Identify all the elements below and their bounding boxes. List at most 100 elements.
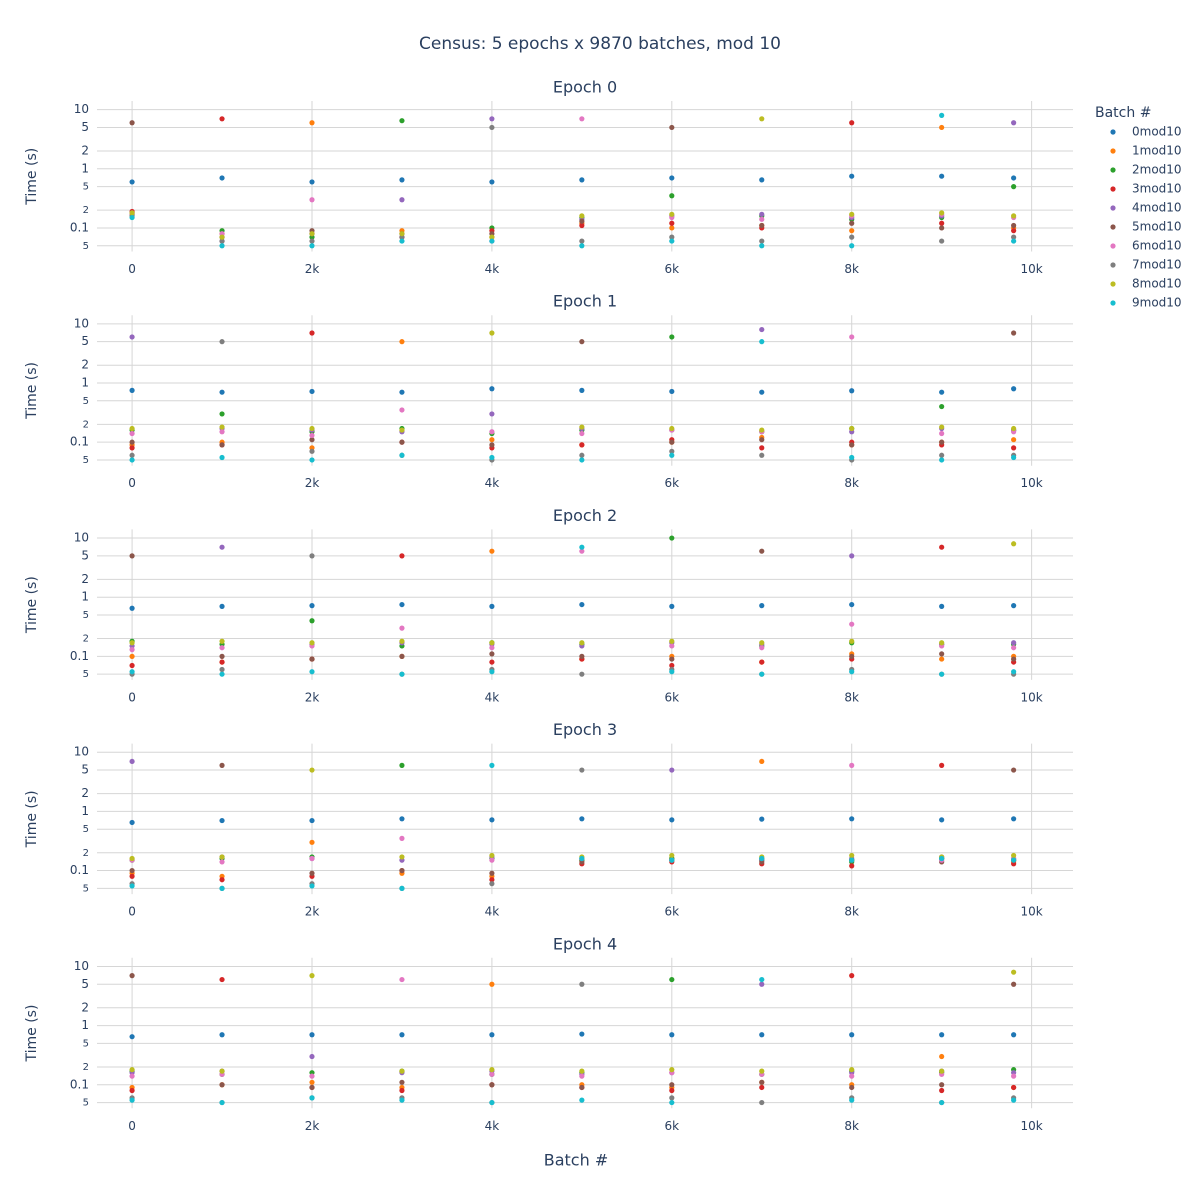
x-tick-label: 10k [1021, 905, 1043, 919]
point [129, 605, 135, 611]
point [579, 1073, 585, 1079]
y-tick-label: 5 [83, 455, 89, 466]
point [219, 411, 225, 417]
point [309, 1053, 315, 1060]
point [489, 1071, 495, 1077]
point [129, 553, 135, 559]
y-tick-label: 5 [81, 548, 89, 562]
point [759, 976, 765, 983]
point [1011, 238, 1017, 244]
point [939, 1087, 945, 1094]
point [939, 225, 945, 231]
y-tick-label: 0.1 [70, 435, 89, 449]
point [759, 243, 765, 249]
point [939, 220, 945, 226]
x-tick-label: 6k [665, 262, 680, 276]
point [219, 1032, 225, 1038]
y-tick-label: 10 [74, 745, 89, 759]
point [129, 1067, 135, 1073]
point [399, 601, 405, 608]
point [849, 1084, 855, 1091]
x-tick-label: 0 [128, 905, 136, 919]
point [309, 817, 315, 824]
y-axis-title: Time (s) [24, 576, 40, 634]
y-tick-label: 0.1 [70, 649, 89, 663]
point [129, 120, 135, 126]
point [669, 1095, 675, 1101]
point [489, 817, 495, 823]
point [849, 243, 855, 249]
point [219, 817, 225, 824]
point [759, 216, 765, 222]
point [1011, 213, 1017, 219]
legend-marker [1110, 243, 1116, 249]
x-tick-label: 6k [665, 1119, 680, 1133]
point [399, 439, 405, 445]
point [399, 653, 405, 659]
point [939, 457, 945, 463]
point [489, 429, 495, 435]
point [939, 439, 945, 445]
point [849, 211, 855, 217]
point [669, 852, 675, 859]
point [939, 1099, 945, 1106]
point [129, 334, 135, 340]
point [849, 220, 855, 226]
x-tick-label: 2k [305, 1119, 320, 1133]
point [399, 1079, 405, 1085]
x-tick-label: 6k [665, 905, 680, 919]
point [579, 243, 585, 249]
point [1011, 767, 1017, 773]
point [219, 859, 225, 865]
point [219, 762, 225, 768]
point [129, 1097, 135, 1103]
point [219, 1068, 225, 1074]
point [849, 173, 855, 179]
point [579, 816, 585, 822]
point [669, 976, 675, 983]
point [669, 124, 675, 131]
point [489, 1067, 495, 1073]
point [669, 1082, 675, 1088]
point [129, 973, 135, 979]
point [669, 535, 675, 541]
point [489, 659, 495, 665]
point [939, 1053, 945, 1060]
point [399, 231, 405, 237]
point [219, 243, 225, 249]
point [309, 437, 315, 443]
point [759, 437, 765, 443]
point [129, 179, 135, 185]
point [1011, 1032, 1017, 1038]
point [399, 238, 405, 244]
point [939, 430, 945, 437]
point [489, 877, 495, 883]
point [309, 432, 315, 439]
point [129, 662, 135, 669]
point [399, 867, 405, 874]
point [579, 1097, 585, 1103]
point [849, 1032, 855, 1038]
point [399, 553, 405, 559]
y-tick-label: 2 [83, 1062, 89, 1073]
y-tick-label: 5 [83, 241, 89, 252]
point [939, 656, 945, 662]
point [219, 424, 225, 430]
point [759, 116, 765, 122]
point [489, 870, 495, 876]
point [579, 544, 585, 550]
point [309, 883, 315, 889]
point [489, 386, 495, 392]
subplot-title: Epoch 1 [553, 292, 617, 311]
y-tick-label: 0.1 [70, 220, 89, 234]
point [219, 1099, 225, 1106]
point [219, 116, 225, 122]
x-tick-label: 4k [485, 1119, 500, 1133]
point [489, 881, 495, 887]
point [1011, 454, 1017, 461]
x-tick-label: 10k [1021, 1119, 1043, 1133]
point [939, 651, 945, 657]
point [849, 863, 855, 869]
point [849, 653, 855, 659]
point [1011, 175, 1017, 181]
